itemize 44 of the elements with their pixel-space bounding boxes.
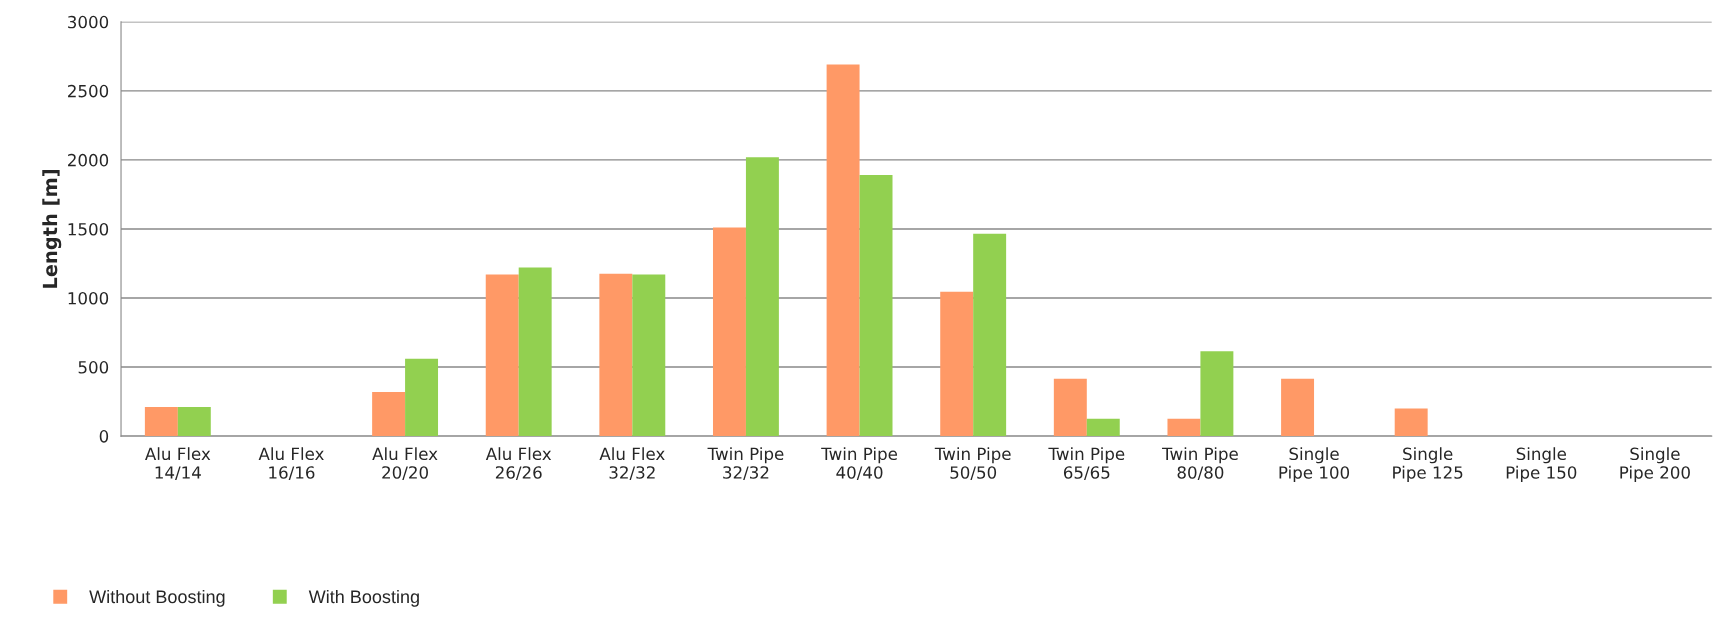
bar: [1200, 351, 1234, 437]
x-tick-label: Single Pipe 125: [1393, 447, 1463, 482]
bar: [177, 407, 211, 437]
x-tick-label: Alu Flex 26/26: [485, 447, 552, 481]
bar: [1053, 378, 1087, 437]
x-tick-label: Alu Flex 32/32: [599, 447, 665, 481]
y-tick-label: 0: [99, 430, 109, 443]
legend-label: With Boosting: [308, 589, 419, 607]
x-tick-label: Twin Pipe 80/80: [1162, 447, 1238, 481]
bar: [1281, 378, 1315, 437]
x-tick-label: Single Pipe 150: [1506, 447, 1577, 482]
bar: [632, 274, 666, 437]
x-tick-label: Twin Pipe 40/40: [821, 447, 898, 481]
bar: [1167, 418, 1201, 437]
bar: [518, 267, 552, 437]
y-tick-label: 1500: [68, 222, 109, 236]
x-tick-label: Alu Flex 20/20: [372, 447, 438, 481]
x-tick-label: Alu Flex 14/14: [145, 447, 211, 481]
x-tick-label: Twin Pipe 65/65: [1048, 447, 1125, 481]
bar: [826, 64, 860, 437]
bar: [599, 273, 633, 437]
bar: [372, 391, 406, 437]
bar: [940, 291, 974, 437]
bar: [859, 175, 893, 437]
y-tick-label: 500: [78, 361, 109, 374]
bar: [1086, 418, 1120, 437]
x-tick-label: Twin Pipe 32/32: [707, 447, 784, 481]
x-tick-label: Twin Pipe 50/50: [934, 447, 1011, 481]
x-tick-label: Alu Flex 16/16: [258, 447, 324, 481]
bar: [1394, 408, 1428, 437]
bar: [745, 157, 779, 437]
y-tick-label: 1000: [68, 291, 109, 305]
bar: [144, 407, 178, 437]
y-tick-label: 2500: [68, 84, 109, 98]
bar: [973, 233, 1007, 437]
y-tick-label: 2000: [68, 153, 109, 167]
bar: [485, 274, 519, 437]
x-tick-label: Single Pipe 200: [1620, 447, 1690, 482]
legend-label: Without Boosting: [89, 589, 225, 607]
bar: [712, 227, 746, 437]
bar: [405, 358, 439, 437]
x-tick-label: Single Pipe 100: [1279, 447, 1350, 482]
y-tick-label: 3000: [68, 15, 109, 29]
y-axis-title: Length [m]: [42, 169, 62, 288]
